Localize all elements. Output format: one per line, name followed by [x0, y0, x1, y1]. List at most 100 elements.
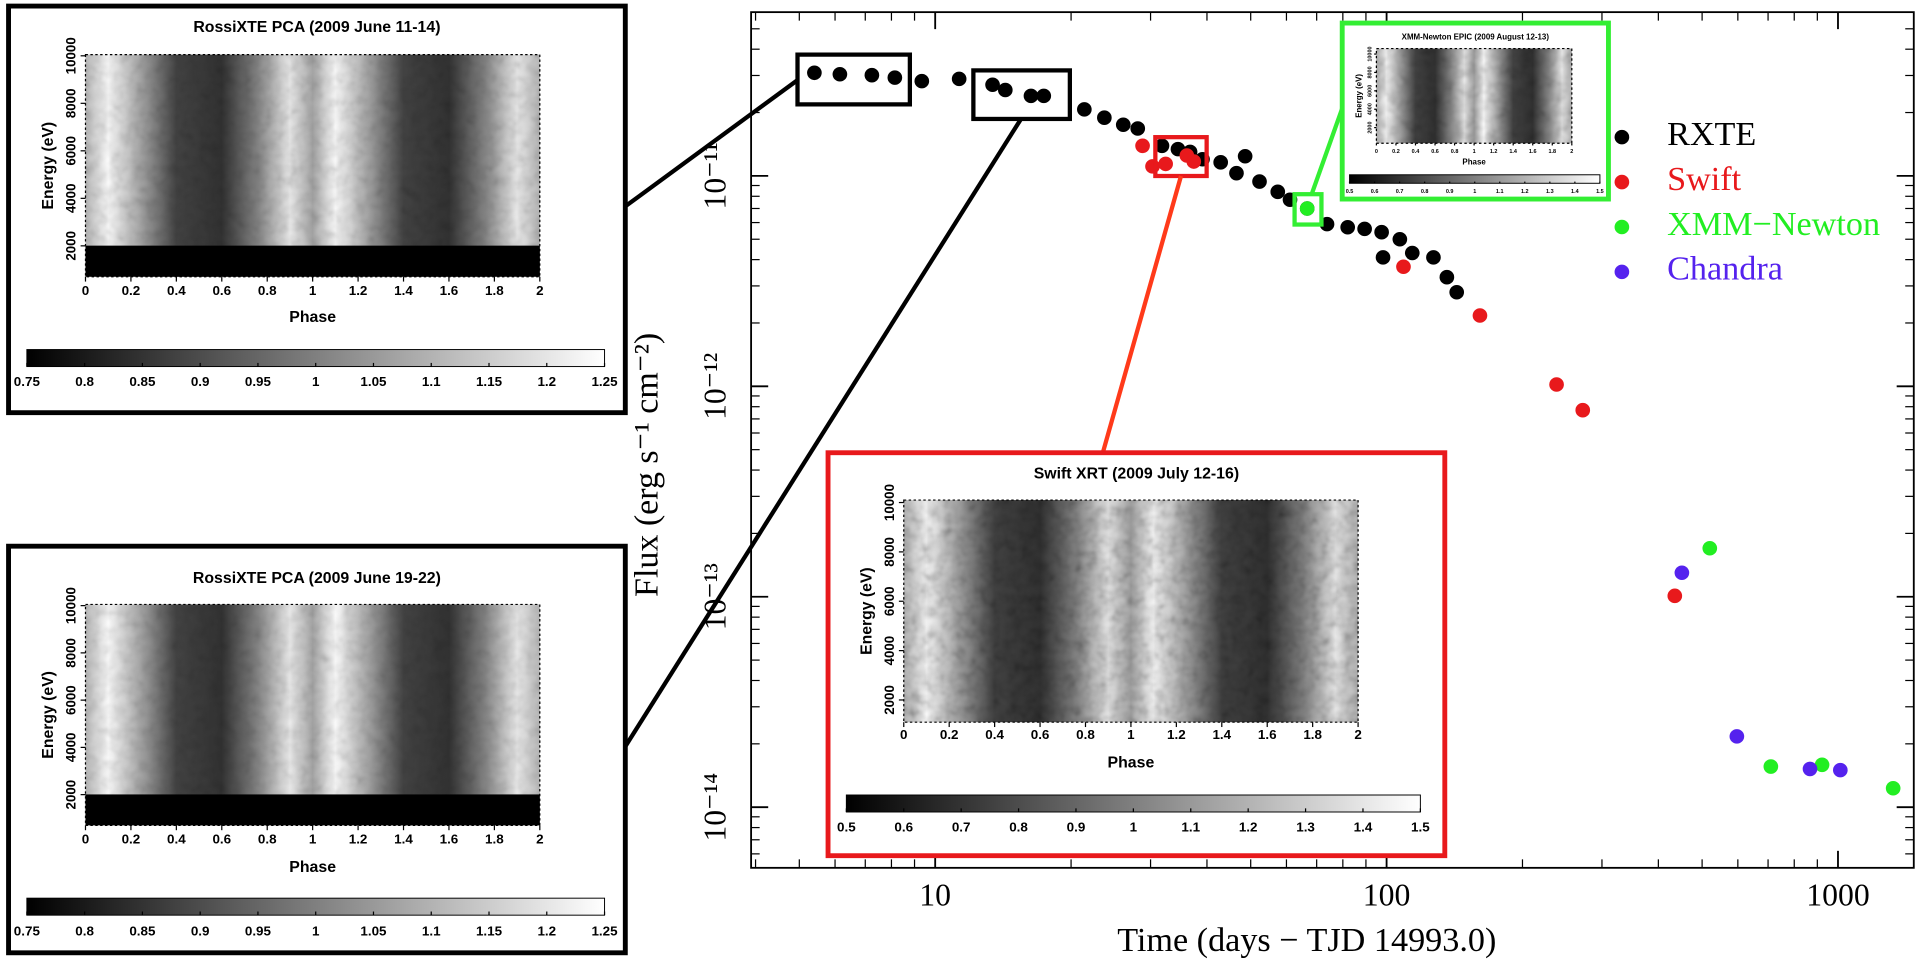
- connector-line: [1100, 175, 1184, 454]
- y-tick-label: 8000: [1368, 66, 1374, 78]
- y-axis-label: Energy (eV): [40, 122, 57, 210]
- legend-marker: [1614, 264, 1630, 280]
- x-tick-label: 0.8: [258, 831, 277, 846]
- x-axis-label: Time (days − TJD 14993.0): [1117, 922, 1496, 959]
- data-point: [864, 67, 880, 83]
- data-point: [1472, 308, 1488, 323]
- data-point: [1575, 402, 1591, 418]
- x-axis-label: Phase: [289, 859, 336, 876]
- colorbar-tick-label: 0.6: [894, 819, 913, 834]
- y-tick-label: 6000: [64, 136, 79, 166]
- x-tick-label: 0.4: [167, 831, 186, 846]
- colorbar-tick-label: 0.8: [75, 924, 94, 939]
- x-tick-label: 0.6: [1031, 727, 1050, 742]
- data-point: [1702, 540, 1718, 556]
- data-point: [1270, 184, 1286, 200]
- data-point: [1023, 88, 1039, 104]
- data-point: [1145, 159, 1160, 174]
- colorbar-tick-label: 0.85: [129, 374, 156, 389]
- x-tick-label: 1: [309, 283, 317, 298]
- x-tick-label: 0: [900, 727, 907, 742]
- x-tick-label: 0.8: [258, 283, 277, 298]
- y-tick-label: 10000: [64, 37, 79, 74]
- colorbar-tick-label: 1.15: [476, 374, 503, 389]
- y-tick-label: 10⁻¹⁴: [697, 773, 732, 842]
- x-tick-label: 1.8: [485, 283, 504, 298]
- x-tick-label: 0.6: [212, 283, 231, 298]
- data-point: [1763, 759, 1779, 774]
- x-tick-label: 1000: [1806, 878, 1869, 913]
- heatmap-dark-band: [85, 794, 540, 826]
- highlight-box: [795, 52, 913, 107]
- colorbar-tick-label: 1.1: [1496, 189, 1504, 195]
- x-tick-label: 0: [82, 283, 89, 298]
- y-tick-label: 10000: [1368, 46, 1374, 61]
- colorbar-tick-label: 0.95: [245, 924, 272, 939]
- data-point: [1885, 780, 1901, 796]
- x-tick-label: 1.6: [440, 283, 459, 298]
- colorbar-tick-label: 1.15: [476, 924, 503, 939]
- colorbar-tick-label: 0.95: [245, 374, 272, 389]
- colorbar-tick-label: 0.8: [75, 374, 94, 389]
- colorbar-tick-label: 1: [312, 374, 320, 389]
- x-tick-label: 1.8: [1303, 727, 1322, 742]
- y-axis-label: Energy (eV): [40, 671, 57, 759]
- colorbar-tick-label: 0.7: [1396, 189, 1404, 195]
- x-tick-label: 1.4: [394, 283, 413, 298]
- x-axis-label: Phase: [1462, 158, 1486, 167]
- data-point: [1674, 565, 1690, 581]
- x-tick-label: 1.4: [1509, 149, 1518, 155]
- colorbar-tick-label: 1.4: [1571, 189, 1580, 195]
- inset: RossiXTE PCA (2009 June 19-22) 0 0.2 0.4 0.6…: [6, 543, 628, 956]
- colorbar-tick-label: 1.1: [422, 374, 441, 389]
- x-tick-label: 1.4: [1212, 727, 1231, 742]
- x-tick-label: 1.2: [349, 831, 368, 846]
- x-tick-label: 2: [536, 831, 543, 846]
- x-tick-label: 1.6: [440, 831, 459, 846]
- x-tick-label: 0: [82, 831, 89, 846]
- data-point: [807, 65, 822, 81]
- plot-frame: [750, 11, 1915, 869]
- colorbar-tick-label: 0.9: [191, 374, 210, 389]
- y-tick-label: 2000: [882, 685, 897, 715]
- data-point: [1802, 761, 1818, 777]
- x-tick-label: 0.4: [167, 283, 186, 298]
- colorbar-tick-label: 1.5: [1411, 819, 1430, 834]
- highlight-box: [1292, 192, 1324, 227]
- colorbar-tick-label: 1.3: [1546, 189, 1554, 195]
- data-point: [1426, 250, 1441, 265]
- colorbar-tick-label: 1.25: [591, 374, 618, 389]
- data-point: [951, 71, 967, 87]
- data-point: [832, 66, 848, 82]
- y-tick-label: 8000: [64, 638, 79, 668]
- colorbar-tick-label: 0.9: [191, 924, 210, 939]
- colorbar-tick-label: 0.75: [14, 374, 41, 389]
- data-point: [1237, 148, 1253, 164]
- x-tick-label: 0.2: [122, 831, 141, 846]
- x-tick-label: 100: [1363, 878, 1411, 913]
- highlight-box: [971, 68, 1072, 122]
- colorbar-tick-label: 1: [1473, 189, 1476, 195]
- x-tick-label: 1.2: [1490, 149, 1498, 155]
- legend-marker: [1614, 174, 1630, 190]
- y-tick-label: 4000: [64, 733, 79, 763]
- inset: RossiXTE PCA (2009 June 11-14) 0 0.2 0.4 0.6…: [6, 3, 628, 416]
- y-tick-label: 10000: [882, 484, 897, 521]
- x-axis-label: Phase: [1108, 755, 1155, 772]
- x-tick-label: 0.6: [1431, 149, 1439, 155]
- colorbar-tick-label: 0.9: [1446, 189, 1454, 195]
- y-tick-label: 10⁻¹²: [697, 353, 732, 420]
- data-point: [1549, 377, 1564, 392]
- data-point: [1375, 250, 1391, 265]
- x-tick-label: 1.8: [1548, 149, 1556, 155]
- heatmap-dark-band: [85, 245, 540, 277]
- data-point: [1115, 117, 1131, 133]
- heatmap-texture: [1376, 48, 1572, 144]
- data-point: [1814, 757, 1830, 773]
- y-tick-label: 10⁻¹¹: [697, 142, 732, 209]
- data-point: [887, 70, 903, 85]
- colorbar-tick-label: 0.5: [837, 819, 856, 834]
- x-tick-label: 0.4: [1412, 149, 1421, 155]
